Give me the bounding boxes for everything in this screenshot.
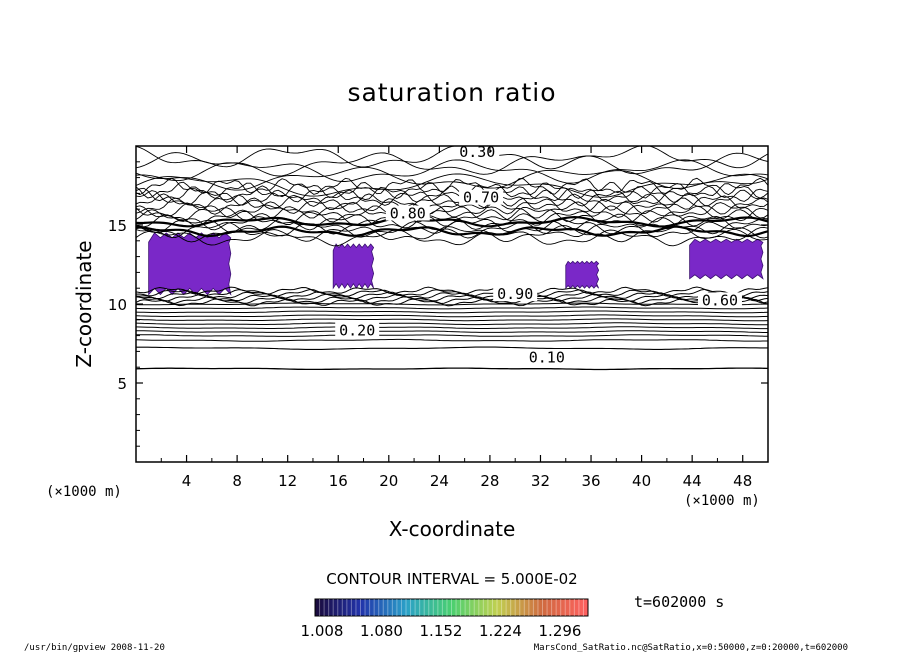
contour-line [136,334,768,337]
contour-line [136,318,768,322]
x-unit-right: (×1000 m) [684,493,760,509]
contour-line [136,146,768,170]
x-tick-label: 28 [480,472,499,490]
footer-left: /usr/bin/gpview 2008-11-20 [24,643,165,653]
x-axis-ticks: 4 8 12 16 20 24 28 32 36 40 44 48 [160,146,752,490]
colorbar-stripes [319,599,584,616]
y-tick-label: 5 [117,375,127,393]
contour-line [136,209,768,227]
contour-label-bg [459,189,504,205]
colorbar-tick-label: 1.152 [420,622,463,640]
contour-line [136,314,768,318]
x-tick-label: 48 [733,472,752,490]
x-tick-label: 4 [182,472,192,490]
contour-line [136,330,768,333]
supersaturated-region [565,260,600,290]
y-axis-label: Z-coordinate [72,240,96,367]
x-tick-label: 8 [232,472,242,490]
contour-line [136,326,768,330]
contour-line [136,225,768,238]
contour-label: 0.80 [390,205,426,223]
contour-label: 0.90 [497,285,533,303]
contour-line [136,367,768,371]
contour-label: 0.20 [339,321,375,339]
x-unit-left: (×1000 m) [46,484,122,500]
contour-line [136,306,768,310]
contour-line [136,310,768,314]
contour-line [136,185,768,203]
contour-line [136,189,768,207]
contour-line [136,181,768,199]
x-axis-label: X-coordinate [389,517,516,541]
contour-line [136,338,768,342]
contour-line [136,205,768,223]
footer-right: MarsCond_SatRatio.nc@SatRatio,x=0:50000,… [534,643,848,653]
contour-labels: 0.30 0.70 0.80 0.10 0.20 0.90 0.60 [335,143,742,366]
x-tick-label: 16 [329,472,348,490]
x-tick-label: 12 [278,472,297,490]
contour-line [136,215,768,228]
supersaturated-region [148,232,232,296]
contour-line [136,322,768,326]
contour-label-bg [385,205,430,221]
contour-label-bg [335,322,380,338]
contour-interval-text: CONTOUR INTERVAL = 5.000E-02 [326,570,577,588]
supersaturated-region [689,238,764,280]
contour-label: 0.30 [459,143,495,161]
contour-label-bg [697,292,742,308]
colorbar: 1.008 1.080 1.152 1.224 1.296 [301,598,589,640]
colorbar-tick-label: 1.008 [301,622,344,640]
x-tick-label: 32 [531,472,550,490]
contour-line [136,286,768,295]
colorbar-tick-label: 1.296 [539,622,582,640]
contour-line [136,177,768,196]
contour-line [136,166,768,191]
contour-label: 0.70 [463,189,499,207]
contour-line [136,159,768,184]
y-axis-ticks: 5 10 15 [108,161,768,447]
contour-label: 0.60 [702,291,738,309]
contour-line [136,296,768,305]
contour-label-bg [493,286,538,302]
plot-area: 0.30 0.70 0.80 0.10 0.20 0.90 0.60 [136,143,768,371]
contour-label: 0.10 [529,348,565,366]
colorbar-strip [314,598,589,617]
x-tick-label: 44 [683,472,702,490]
x-tick-label: 20 [379,472,398,490]
contour-line [136,302,768,306]
contour-line [136,229,768,247]
contour-lines [136,146,768,371]
contour-line [136,173,768,198]
colorbar-tick-label: 1.080 [360,622,403,640]
time-label: t=602000 s [634,593,724,611]
contour-line [136,224,768,243]
supersaturated-regions [148,232,764,296]
chart-title: saturation ratio [347,78,556,107]
contour-line [136,346,768,350]
colorbar-tick-label: 1.224 [479,622,522,640]
supersaturated-region [332,243,375,290]
y-tick-label: 15 [108,217,127,235]
x-tick-label: 36 [581,472,600,490]
x-tick-label: 40 [632,472,651,490]
contour-line [136,152,768,177]
y-tick-label: 10 [108,296,127,314]
contour-label-bg [455,146,500,159]
colorbar-tick-labels: 1.008 1.080 1.152 1.224 1.296 [301,622,582,640]
contour-line [136,193,768,211]
x-tick-label: 24 [430,472,449,490]
contour-label-bg [524,349,569,365]
